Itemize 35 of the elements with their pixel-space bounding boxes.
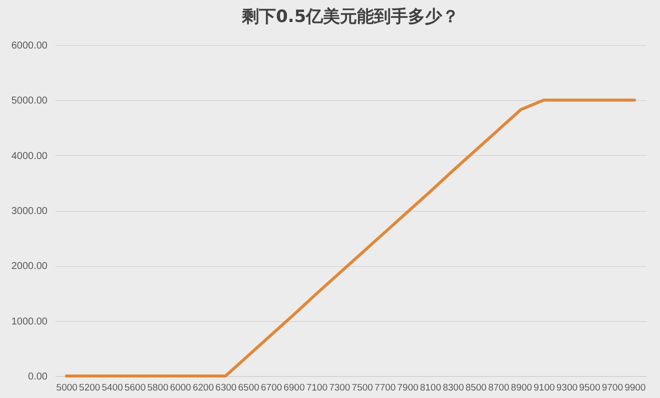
x-tick-label: 5600 (124, 382, 146, 394)
x-tick-label: 6200 (192, 382, 214, 394)
x-tick-label: 9300 (556, 382, 578, 394)
x-tick-label: 6500 (238, 382, 260, 394)
x-tick-label: 9500 (579, 382, 600, 394)
x-tick-label: 8300 (442, 382, 464, 394)
x-tick-label: 8900 (510, 382, 532, 394)
x-tick-label: 7500 (352, 382, 373, 394)
x-tick-label: 9900 (624, 382, 646, 394)
x-tick-label: 5000 (56, 382, 78, 394)
x-tick-label: 8700 (488, 382, 510, 394)
x-tick-label: 9700 (602, 382, 623, 394)
x-tick-label: 9100 (534, 382, 555, 394)
x-tick-label: 6700 (260, 382, 282, 394)
x-tick-label: 8100 (420, 382, 442, 394)
y-tick-label: 5000.00 (11, 96, 48, 107)
x-tick-label: 7900 (397, 382, 418, 394)
x-tick-label: 7300 (329, 382, 350, 394)
x-tick-label: 6900 (284, 382, 305, 394)
y-tick-label: 6000.00 (11, 40, 48, 52)
y-tick-label: 4000.00 (11, 150, 48, 162)
y-tick-label: 1000.00 (11, 316, 48, 328)
x-tick-label: 7700 (374, 382, 396, 394)
x-tick-label: 8500 (465, 382, 487, 394)
x-tick-label: 6000 (170, 382, 192, 394)
chart-title: 剩下0.5亿美元能到手多少？ (240, 7, 460, 27)
x-tick-label: 5400 (102, 382, 123, 394)
y-tick-label: 3000.00 (11, 206, 48, 217)
x-tick-label: 6300 (215, 382, 237, 394)
x-tick-label: 5200 (79, 382, 100, 394)
y-tick-label: 0.00 (28, 372, 48, 382)
x-tick-label: 7100 (306, 382, 328, 394)
x-tick-label: 5800 (147, 382, 168, 394)
y-tick-label: 2000.00 (11, 261, 48, 272)
line-series (64, 98, 636, 378)
